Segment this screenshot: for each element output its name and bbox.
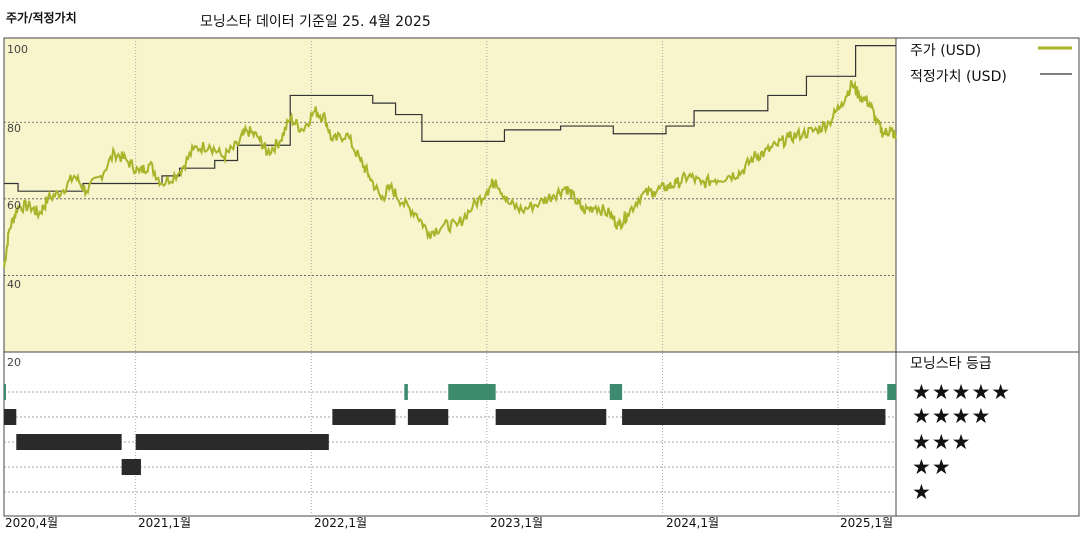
source-note: 모닝스타 데이터 기준일 25. 4월 2025 (200, 14, 431, 30)
chart-border (3, 37, 1080, 517)
price-series (3, 80, 897, 268)
x-tick-label: 2022,1월 (314, 516, 368, 530)
price-panel-background (4, 38, 896, 352)
rating-bar-3-star (16, 434, 122, 450)
rating-bar-5-star (404, 384, 408, 400)
y-tick-label: 100 (7, 43, 28, 56)
x-tick-label: 2020,4월 (5, 516, 59, 530)
rating-bar-5-star (4, 384, 6, 400)
rating-bar-4-star (4, 409, 17, 425)
rating-bar-4-star (495, 409, 607, 425)
five-star-label: ★★★★★ (912, 380, 1012, 404)
rating-bar-4-star (622, 409, 886, 425)
legend-fair-label: 적정가치 (USD) (910, 69, 1007, 85)
chart-frame (3, 37, 1080, 517)
y-tick-label: 60 (7, 199, 21, 212)
four-star-label: ★★★★ (912, 404, 992, 428)
x-tick-label: 2024,1월 (666, 516, 720, 530)
two-star-label: ★★ (912, 455, 952, 479)
x-tick-label: 2023,1월 (490, 516, 544, 530)
rating-bar-5-star (448, 384, 496, 400)
rating-bar-5-star (609, 384, 623, 400)
fair-value-line (4, 45, 896, 192)
legend-price-label: 주가 (USD) (910, 43, 982, 59)
rating-bar-5-star (887, 384, 896, 400)
x-tick-label: 2025,1월 (840, 516, 894, 530)
y-tick-label: 80 (7, 122, 21, 135)
one-star-label: ★ (912, 480, 932, 504)
rating-title: 모닝스타 등급 (910, 356, 992, 372)
x-tick-label: 2021,1월 (138, 516, 192, 530)
fair-value-series (4, 45, 896, 192)
rating-bar-2-star (121, 459, 141, 475)
rating-bar-3-star (135, 434, 329, 450)
rating-bar-4-star (332, 409, 396, 425)
price-line (3, 80, 897, 268)
y-tick-label: 40 (7, 278, 21, 291)
panel-title: 주가/적정가치 (6, 11, 77, 25)
rating-bar-4-star (407, 409, 449, 425)
three-star-label: ★★★ (912, 430, 972, 454)
legend-swatches (1038, 46, 1072, 75)
y-tick-label: 20 (7, 356, 21, 369)
rating-bars (4, 384, 896, 475)
